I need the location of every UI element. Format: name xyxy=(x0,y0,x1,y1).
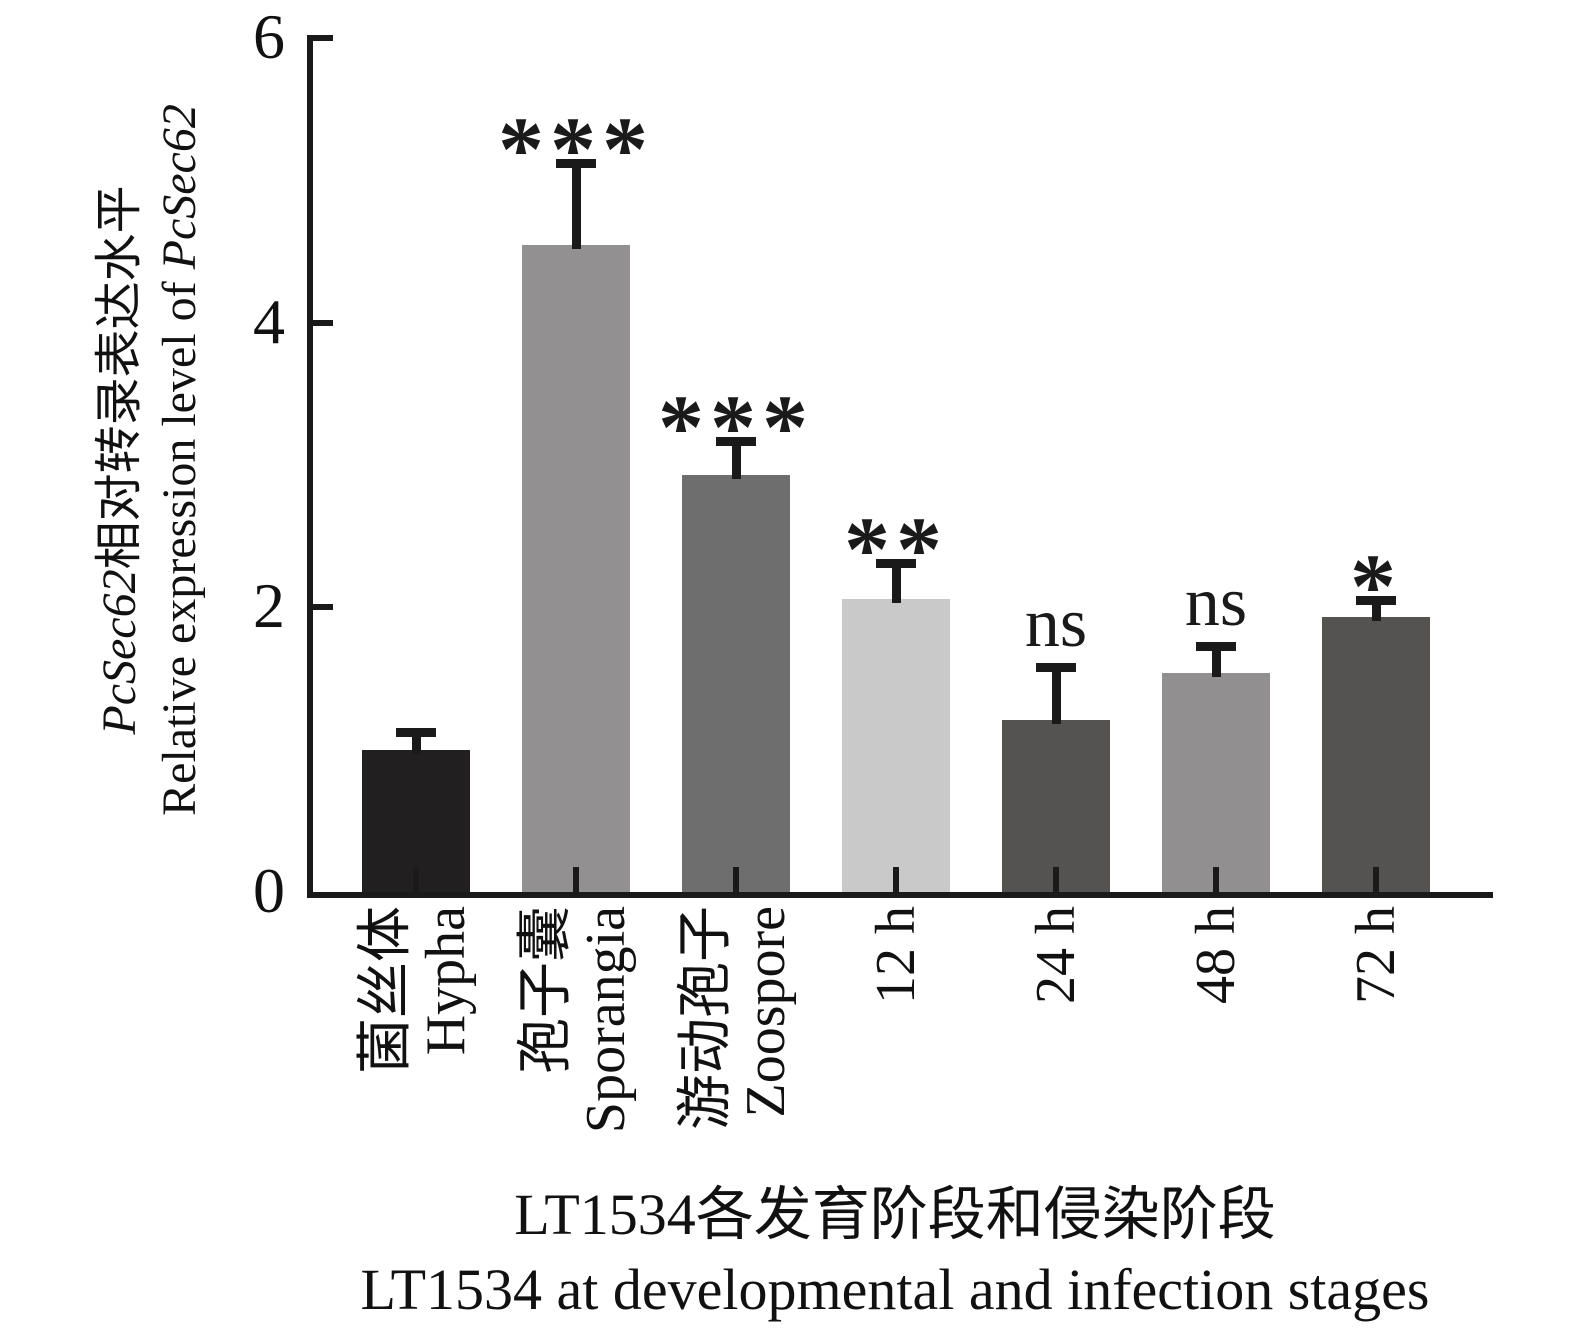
x-tick-mark xyxy=(1213,867,1219,892)
error-bar-cap xyxy=(1356,596,1396,606)
y-axis-title: PcSec62相对转录表达水平 Relative expression leve… xyxy=(90,0,210,930)
bar-72-h xyxy=(1322,617,1430,892)
error-bar-cap xyxy=(556,159,596,169)
x-category-label: 72 h xyxy=(1345,906,1407,1226)
error-bar-stem xyxy=(731,436,741,480)
x-axis-title: LT1534各发育阶段和侵染阶段 LT1534 at developmental… xyxy=(300,1178,1490,1328)
error-bar-cap xyxy=(1196,641,1236,651)
y-tick-label: 2 xyxy=(253,570,285,642)
bar-12-h xyxy=(842,598,950,892)
error-bar-cap xyxy=(716,436,756,446)
error-bar-cap xyxy=(396,728,436,738)
y-tick-mark xyxy=(307,604,333,611)
x-category-label-line: 菌丝体 xyxy=(355,906,417,1074)
y-axis-line xyxy=(307,35,313,898)
x-category-label-line: Hypha xyxy=(415,906,477,1056)
y-axis-title-zh-gene: PcSec62 xyxy=(93,569,146,735)
error-bar-stem xyxy=(891,559,901,603)
y-axis-title-zh-text: 相对转录表达水平 xyxy=(93,185,146,570)
error-bar-cap xyxy=(876,559,916,569)
x-category-label-line: 72 h xyxy=(1345,906,1407,1004)
x-tick-mark xyxy=(733,867,739,892)
error-bar-cap xyxy=(1036,662,1076,672)
y-tick-mark xyxy=(307,35,333,42)
y-axis-title-en-gene: PcSec62 xyxy=(153,104,206,270)
x-category-label-line: 12 h xyxy=(865,906,927,1004)
x-category-label: 游动孢子 Zoospore xyxy=(675,906,797,1226)
x-category-label-line: 24 h xyxy=(1025,906,1087,1004)
x-tick-mark xyxy=(573,867,579,892)
error-bar-stem xyxy=(411,728,421,754)
bar--zoospore xyxy=(682,475,790,892)
x-tick-mark xyxy=(1053,867,1059,892)
significance-label: *** xyxy=(658,375,814,478)
y-tick-label: 6 xyxy=(253,1,285,73)
x-category-label: 48 h xyxy=(1185,906,1247,1226)
x-axis-title-zh: LT1534各发育阶段和侵染阶段 xyxy=(514,1182,1276,1247)
x-category-label: 菌丝体 Hypha xyxy=(355,906,477,1226)
bar-24-h xyxy=(1002,719,1110,892)
x-tick-mark xyxy=(893,867,899,892)
x-axis-title-en: LT1534 at developmental and infection st… xyxy=(360,1257,1430,1322)
significance-label: * xyxy=(1350,535,1402,638)
x-category-label: 12 h xyxy=(865,906,927,1226)
x-tick-mark xyxy=(413,867,419,892)
error-bar-stem xyxy=(1051,662,1061,724)
x-category-label-line: Sporangia xyxy=(575,906,637,1134)
error-bar-stem xyxy=(1371,596,1381,622)
significance-label: ns xyxy=(1184,563,1248,641)
significance-label: ns xyxy=(1024,584,1088,662)
y-axis-title-zh: PcSec62相对转录表达水平 xyxy=(90,0,150,930)
x-tick-mark xyxy=(1373,867,1379,892)
x-category-label-line: 游动孢子 xyxy=(675,906,737,1130)
x-category-label: 24 h xyxy=(1025,906,1087,1226)
bar--sporangia xyxy=(522,244,630,892)
error-bar-stem xyxy=(571,159,581,249)
y-tick-label: 4 xyxy=(253,285,285,357)
error-bar-stem xyxy=(1211,641,1221,677)
significance-label: *** xyxy=(498,98,654,201)
x-axis-line xyxy=(307,892,1493,898)
bar-48-h xyxy=(1162,672,1270,892)
y-axis-title-en: Relative expression level of PcSec62 xyxy=(150,0,210,930)
x-category-label-line: 孢子囊 xyxy=(515,906,577,1074)
x-category-label: 孢子囊 Sporangia xyxy=(515,906,637,1226)
significance-label: ** xyxy=(844,498,948,601)
y-tick-label: 0 xyxy=(253,855,285,926)
y-tick-mark xyxy=(307,319,333,326)
x-category-label-line: 48 h xyxy=(1185,906,1247,1004)
x-category-label-line: Zoospore xyxy=(735,906,797,1118)
